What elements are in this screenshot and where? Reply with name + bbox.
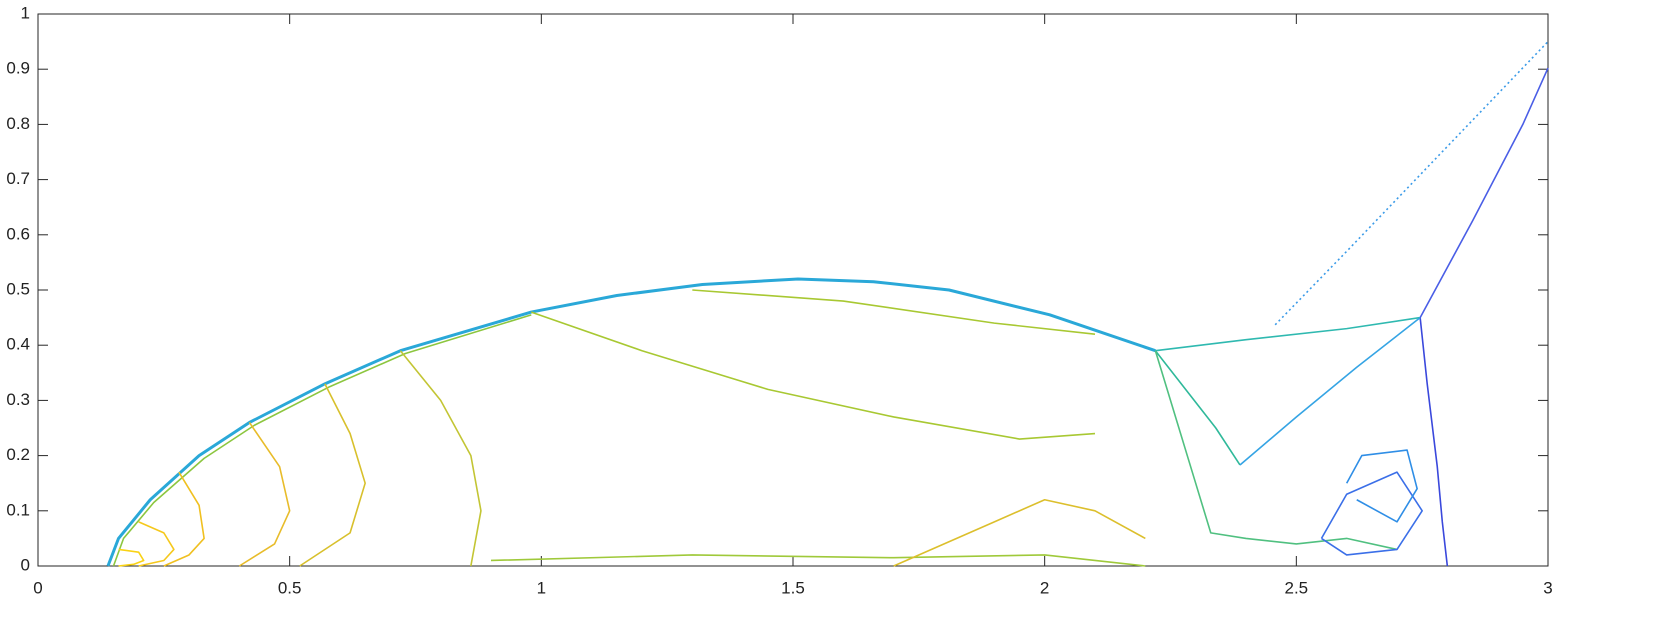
y-tick-label: 0.6 (6, 224, 30, 243)
y-tick-label: 0.8 (6, 114, 30, 133)
y-tick-label: 0.9 (6, 59, 30, 78)
x-tick-label: 0.5 (278, 578, 302, 597)
contour-line (112, 314, 532, 567)
contour-line (1239, 316, 1421, 466)
contour-line (1419, 67, 1549, 318)
contour-line (163, 471, 205, 567)
y-tick-label: 0.7 (6, 169, 30, 188)
y-tick-label: 1 (21, 3, 30, 22)
x-tick-label: 1 (537, 578, 546, 597)
contour-line (490, 554, 1146, 567)
plot-frame (37, 13, 1549, 567)
contour-line (238, 422, 291, 567)
contour-line (531, 311, 1096, 440)
contour-line (138, 521, 175, 567)
y-tick-label: 0.2 (6, 445, 30, 464)
contour-line (299, 383, 366, 567)
contour-line (106, 277, 1156, 567)
x-tick-label: 2.5 (1285, 578, 1309, 597)
contour-line (1154, 350, 1241, 466)
x-tick-label: 0 (33, 578, 42, 597)
y-tick-label: 0 (21, 555, 30, 574)
contour-line (1320, 471, 1423, 556)
contour-line (1154, 350, 1398, 551)
contour-line (893, 498, 1146, 567)
x-tick-label: 3 (1543, 578, 1552, 597)
y-tick-label: 0.1 (6, 500, 30, 519)
x-tick-label: 1.5 (781, 578, 805, 597)
contour-line (1155, 316, 1421, 352)
y-tick-label: 0.5 (6, 279, 30, 298)
contour-line (1345, 449, 1418, 523)
contour-line (1419, 317, 1449, 567)
contour-line (399, 350, 482, 567)
y-tick-label: 0.3 (6, 390, 30, 409)
contour-line (692, 289, 1096, 335)
contour-line (1274, 41, 1549, 326)
y-tick-label: 0.4 (6, 335, 30, 354)
x-tick-label: 2 (1040, 578, 1049, 597)
contour-line (118, 548, 145, 567)
